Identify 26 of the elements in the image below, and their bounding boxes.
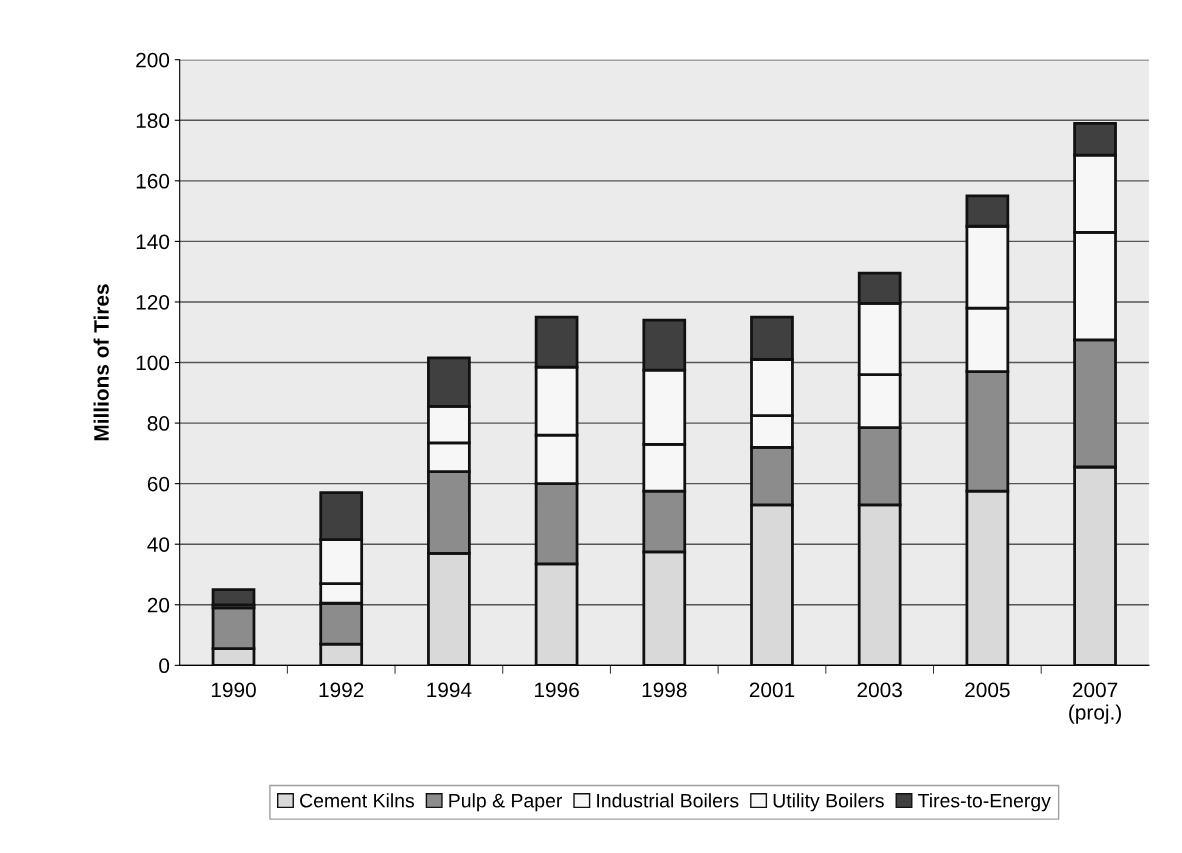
y-tick-label: 140 (136, 234, 170, 250)
y-tick-label: 120 (136, 294, 170, 310)
y-tick-label: 20 (147, 597, 170, 613)
y-tick-label: 160 (136, 173, 170, 189)
x-tick-label: 2003 (857, 682, 902, 698)
y-tick-label: 200 (136, 52, 170, 68)
legend-label: Industrial Boilers (597, 793, 739, 808)
legend-label: Tires-to-Energy (918, 793, 1051, 812)
y-tick-label: 60 (147, 476, 170, 492)
y-tick-label: 80 (147, 416, 170, 431)
x-tick-label: 1990 (211, 682, 256, 698)
legend-label: Utility Boilers (773, 793, 884, 812)
x-tick-label: 2001 (749, 682, 795, 698)
y-tick-label: 0 (159, 658, 170, 674)
x-tick-label: 2005 (965, 682, 1010, 698)
x-tick-label: 1996 (535, 682, 579, 698)
x-tick-label: 1992 (319, 682, 364, 698)
x-tick-label: 2007 (proj.) (1069, 682, 1121, 724)
y-tick-label: 40 (147, 537, 170, 552)
legend-label: Pulp & Paper (449, 793, 563, 812)
y-tick-label: 100 (136, 355, 170, 371)
y-tick-label: 180 (136, 113, 170, 129)
x-tick-label: 1994 (427, 682, 472, 698)
legend-label: Cement Kilns (300, 793, 415, 808)
y-axis-title: Millions of Tires (93, 284, 109, 441)
x-tick-label: 1998 (642, 682, 687, 698)
